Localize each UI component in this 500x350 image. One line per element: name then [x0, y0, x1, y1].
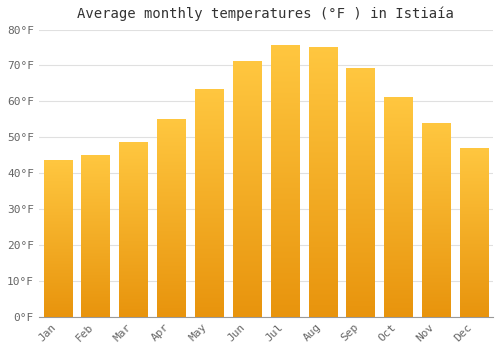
Bar — [346, 68, 375, 317]
Bar — [308, 48, 337, 317]
Bar — [119, 142, 148, 317]
Bar — [233, 62, 261, 317]
Bar — [270, 46, 299, 317]
Bar — [384, 98, 412, 317]
Title: Average monthly temperatures (°F ) in Istiaía: Average monthly temperatures (°F ) in Is… — [78, 7, 454, 21]
Bar — [422, 124, 450, 317]
Bar — [82, 155, 110, 317]
Bar — [195, 90, 224, 317]
Bar — [44, 161, 72, 317]
Bar — [157, 119, 186, 317]
Bar — [460, 148, 488, 317]
